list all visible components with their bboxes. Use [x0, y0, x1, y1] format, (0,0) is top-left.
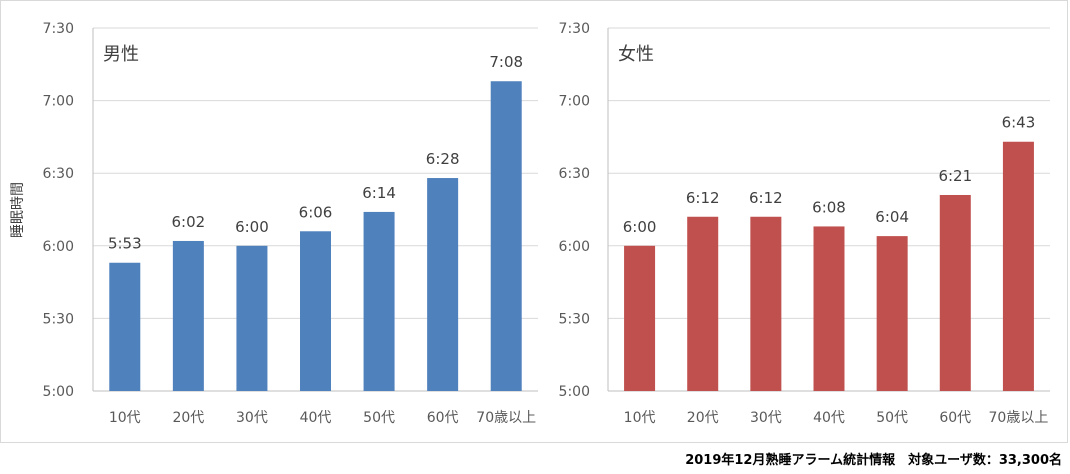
- female-bar: [687, 216, 719, 391]
- male-category-label: 70歳以上: [476, 410, 536, 426]
- female-data-label: 6:43: [1002, 114, 1036, 132]
- male-data-label: 7:08: [489, 53, 523, 71]
- female-category-label: 20代: [687, 410, 719, 426]
- male-category-label: 30代: [236, 410, 268, 426]
- male-bar: [172, 240, 204, 391]
- male-y-tick-label: 7:30: [43, 21, 74, 37]
- female-bar: [939, 194, 971, 391]
- male-bar: [109, 262, 141, 391]
- female-category-label: 30代: [750, 410, 782, 426]
- female-data-label: 6:04: [875, 208, 909, 226]
- female-y-tick-label: 6:30: [559, 166, 590, 182]
- male-data-label: 6:14: [362, 184, 396, 202]
- female-category-label: 10代: [624, 410, 656, 426]
- male-bar: [490, 81, 522, 392]
- male-panel-title: 男性: [103, 44, 139, 65]
- female-category-label: 70歳以上: [989, 410, 1049, 426]
- female-bar: [624, 245, 656, 391]
- female-y-tick-label: 7:00: [559, 94, 590, 110]
- male-data-label: 6:28: [426, 150, 460, 168]
- male-y-tick-label: 5:30: [43, 311, 74, 327]
- female-y-tick-label: 5:00: [559, 384, 590, 400]
- female-data-label: 6:08: [812, 198, 846, 216]
- y-axis-label: 睡眠時間: [10, 182, 26, 238]
- male-data-label: 6:00: [235, 218, 269, 236]
- female-category-label: 50代: [876, 410, 908, 426]
- male-bar: [427, 178, 459, 391]
- female-data-label: 6:00: [623, 218, 657, 236]
- female-bar: [876, 236, 908, 391]
- female-bar: [813, 226, 845, 391]
- male-bar: [236, 245, 268, 391]
- female-y-tick-label: 6:00: [559, 239, 590, 255]
- male-category-label: 50代: [363, 410, 395, 426]
- male-category-label: 20代: [172, 410, 204, 426]
- footer-caption: 2019年12月熟睡アラーム統計情報 対象ユーザ数：33,300名: [685, 453, 1062, 468]
- male-data-label: 6:06: [299, 203, 333, 221]
- female-data-label: 6:12: [686, 189, 720, 207]
- female-category-label: 60代: [939, 410, 971, 426]
- female-bar: [1002, 141, 1034, 391]
- male-y-tick-label: 7:00: [43, 94, 74, 110]
- female-panel-title: 女性: [618, 44, 654, 65]
- male-bar: [363, 211, 395, 391]
- male-category-label: 40代: [300, 410, 332, 426]
- chart-frame: [0, 0, 1068, 443]
- male-y-tick-label: 6:00: [43, 239, 74, 255]
- male-category-label: 10代: [109, 410, 141, 426]
- female-y-tick-label: 5:30: [559, 311, 590, 327]
- male-bar: [300, 231, 331, 391]
- female-y-tick-label: 7:30: [559, 21, 590, 37]
- male-y-tick-label: 6:30: [43, 166, 74, 182]
- male-data-label: 6:02: [172, 213, 206, 231]
- female-data-label: 6:21: [938, 167, 972, 185]
- male-y-tick-label: 5:00: [43, 384, 74, 400]
- female-category-label: 40代: [813, 410, 845, 426]
- male-category-label: 60代: [427, 410, 459, 426]
- female-data-label: 6:12: [749, 189, 783, 207]
- male-data-label: 5:53: [108, 235, 142, 253]
- female-bar: [750, 216, 782, 391]
